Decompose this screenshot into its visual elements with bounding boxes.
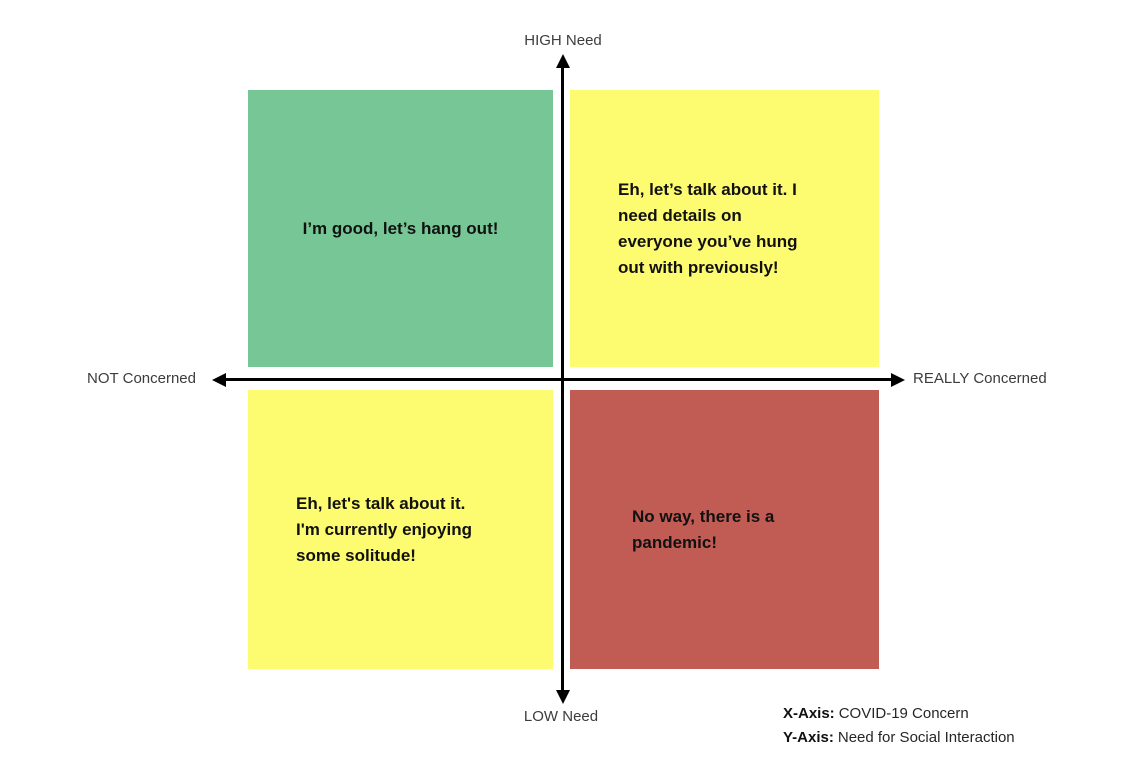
quadrant-top-right: Eh, let’s talk about it. I need details … bbox=[570, 90, 879, 367]
quadrant-bottom-left-text: Eh, let's talk about it. I'm currently e… bbox=[296, 493, 472, 565]
x-axis-really-concerned-label: REALLY Concerned bbox=[913, 370, 1047, 387]
x-axis-arrow-left-icon bbox=[212, 372, 226, 387]
y-axis-low-label: LOW Need bbox=[523, 708, 599, 725]
legend-x-axis-line: X-Axis: COVID-19 Concern bbox=[783, 702, 1015, 726]
y-axis-arrow-up-icon bbox=[556, 54, 570, 68]
quadrant-bottom-left: Eh, let's talk about it. I'm currently e… bbox=[248, 390, 553, 669]
quadrant-top-right-text: Eh, let’s talk about it. I need details … bbox=[618, 179, 798, 277]
y-axis-high-label: HIGH Need bbox=[524, 32, 602, 49]
quadrant-bottom-right-text: No way, there is a pandemic! bbox=[632, 506, 775, 552]
y-axis-arrow-down-icon bbox=[556, 690, 570, 704]
legend-x-axis-key: X-Axis: bbox=[783, 705, 835, 722]
quadrant-top-left: I’m good, let’s hang out! bbox=[248, 90, 553, 367]
quadrant-top-left-text: I’m good, let’s hang out! bbox=[302, 218, 499, 238]
legend-y-axis-line: Y-Axis: Need for Social Interaction bbox=[783, 726, 1015, 750]
quadrant-bottom-right: No way, there is a pandemic! bbox=[570, 390, 879, 669]
x-axis-line bbox=[224, 378, 894, 381]
x-axis-arrow-right-icon bbox=[891, 372, 905, 387]
legend-y-axis-value: Need for Social Interaction bbox=[837, 729, 1015, 746]
axis-legend: X-Axis: COVID-19 Concern Y-Axis: Need for … bbox=[783, 702, 1015, 750]
x-axis-not-concerned-label: NOT Concerned bbox=[87, 370, 196, 387]
legend-x-axis-value: COVID-19 Concern bbox=[838, 705, 969, 722]
legend-y-axis-key: Y-Axis: bbox=[783, 729, 834, 746]
